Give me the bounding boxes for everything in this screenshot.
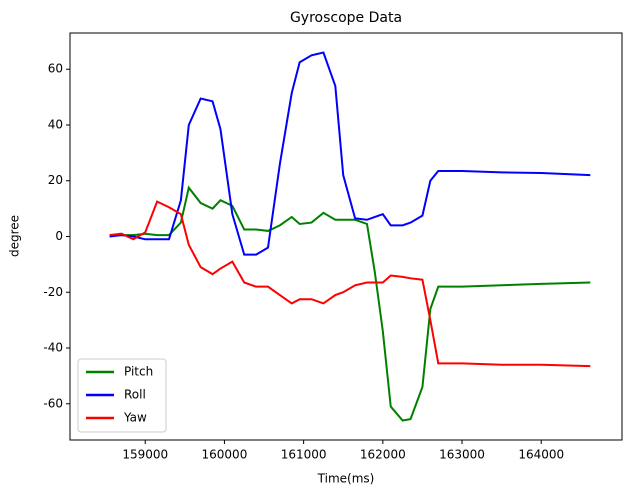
y-tick-label: -40 — [43, 341, 63, 355]
legend-box — [77, 358, 167, 433]
series-line — [109, 200, 591, 368]
x-tick-label: 164000 — [518, 448, 564, 462]
x-tick-label: 162000 — [360, 448, 406, 462]
x-axis-label: Time(ms) — [317, 472, 375, 486]
x-tick-label: 163000 — [439, 448, 485, 462]
x-tick-label: 161000 — [281, 448, 327, 462]
y-tick-label: -60 — [43, 396, 63, 410]
series-line — [109, 51, 591, 256]
x-tick-label: 160000 — [202, 448, 248, 462]
y-tick-label: 0 — [55, 229, 63, 243]
y-tick-label: 60 — [48, 62, 63, 76]
chart-title: Gyroscope Data — [290, 10, 402, 26]
y-tick-label: 40 — [48, 117, 63, 131]
series-line — [109, 185, 591, 422]
legend-label: Pitch — [124, 365, 153, 379]
legend-label: Yaw — [123, 411, 147, 425]
x-tick-label: 159000 — [122, 448, 168, 462]
y-tick-label: 20 — [48, 173, 63, 187]
y-axis-label: degree — [8, 215, 22, 257]
y-tick-label: -20 — [43, 285, 63, 299]
plot-frame — [69, 32, 623, 441]
legend-label: Roll — [124, 388, 146, 402]
